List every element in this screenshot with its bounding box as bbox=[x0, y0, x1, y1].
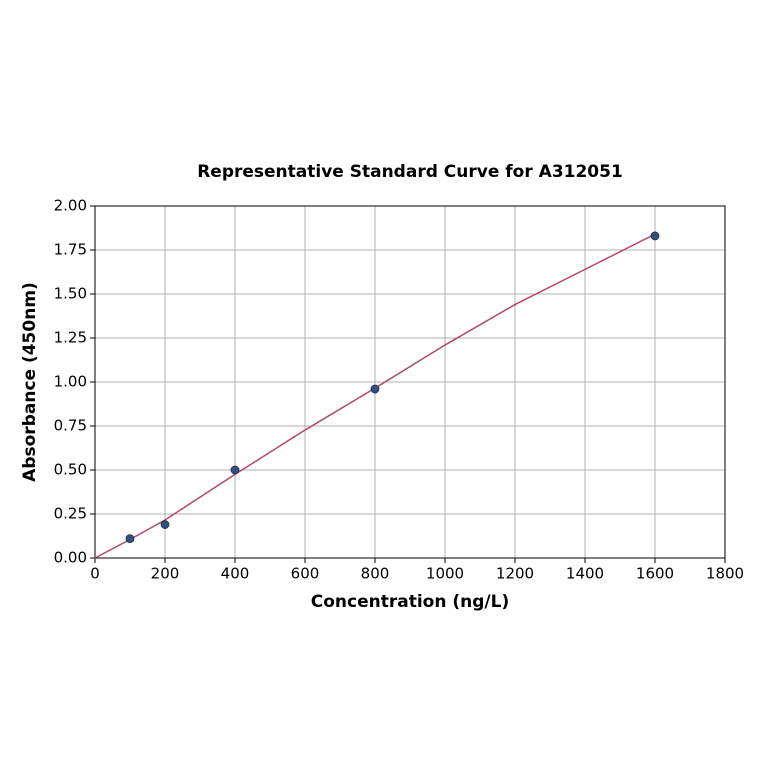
y-tick-label: 0.75 bbox=[54, 417, 87, 435]
plot-frame bbox=[94, 205, 726, 559]
x-tick-label: 400 bbox=[221, 565, 250, 583]
y-tick-label: 0.25 bbox=[54, 505, 87, 523]
y-tick-label: 1.00 bbox=[54, 373, 87, 391]
x-tick-label: 1000 bbox=[426, 565, 464, 583]
y-tick-label: 1.50 bbox=[54, 285, 87, 303]
x-tick-label: 1800 bbox=[706, 565, 744, 583]
fit-curve bbox=[94, 233, 656, 559]
x-tick-label: 600 bbox=[291, 565, 320, 583]
x-tick-label: 200 bbox=[151, 565, 180, 583]
data-point bbox=[160, 520, 170, 529]
y-tick-label: 0.50 bbox=[54, 461, 87, 479]
y-tick-label: 0.00 bbox=[54, 549, 87, 567]
data-point bbox=[125, 534, 135, 544]
x-tick-label: 0 bbox=[90, 565, 100, 583]
y-tick-label: 1.25 bbox=[54, 329, 87, 347]
x-tick-label: 1400 bbox=[566, 565, 604, 583]
y-axis-label: Absorbance (450nm) bbox=[20, 282, 40, 482]
data-point bbox=[230, 465, 240, 475]
x-tick-label: 1200 bbox=[496, 565, 534, 583]
chart-title: Representative Standard Curve for A31205… bbox=[197, 162, 623, 182]
x-tick-label: 1600 bbox=[636, 565, 674, 583]
data-point bbox=[370, 384, 380, 394]
y-tick-label: 2.00 bbox=[54, 197, 87, 215]
data-point bbox=[650, 231, 660, 241]
y-tick-label: 1.75 bbox=[54, 241, 87, 259]
x-axis-label: Concentration (ng/L) bbox=[311, 592, 509, 612]
x-tick-label: 800 bbox=[361, 565, 390, 583]
